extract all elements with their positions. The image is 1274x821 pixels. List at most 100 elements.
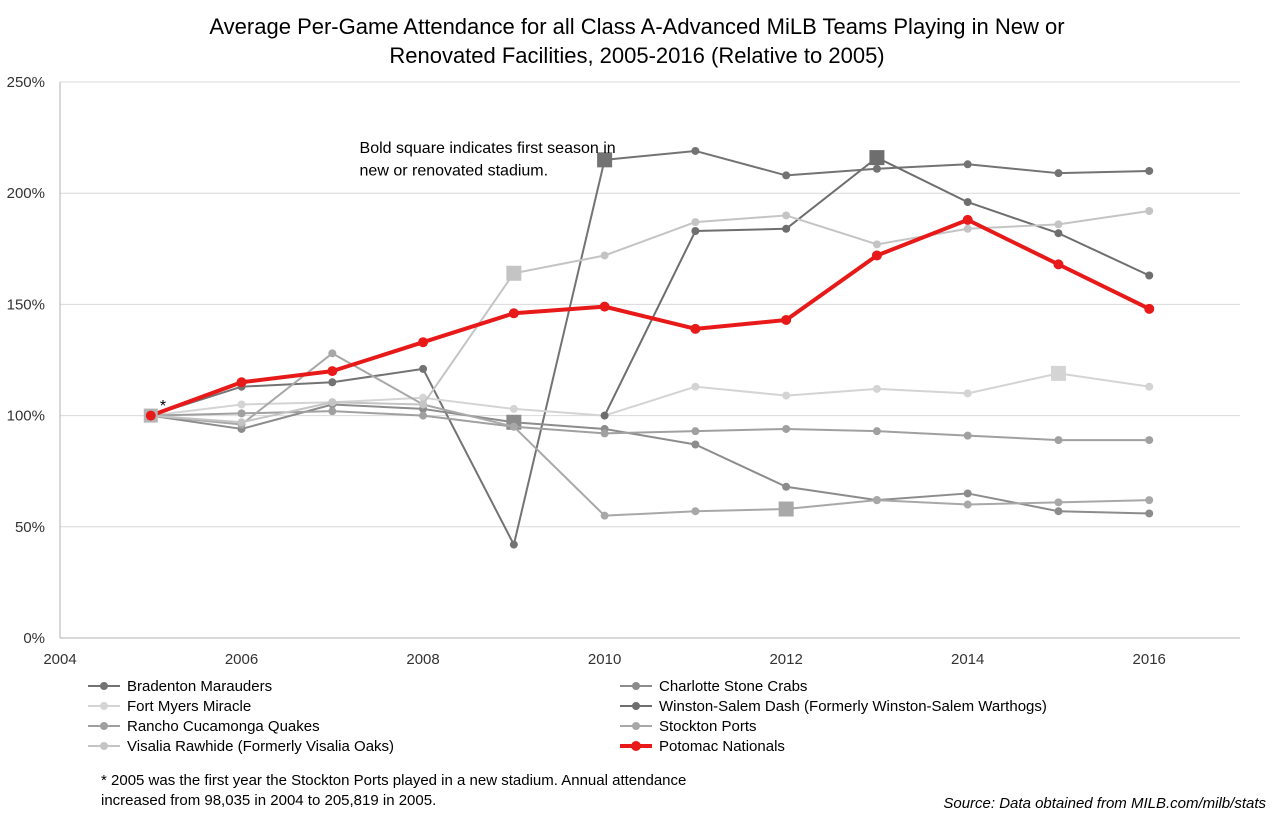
data-point [782, 391, 791, 400]
data-point [1054, 220, 1063, 229]
chart-title: Average Per-Game Attendance for all Clas… [209, 14, 1065, 68]
data-point [509, 540, 518, 549]
series-line [150, 410, 1150, 442]
legend-marker [632, 702, 640, 710]
series-3 [600, 150, 1154, 420]
data-point [691, 227, 700, 236]
data-point [1145, 271, 1154, 280]
data-point [963, 500, 972, 509]
y-tick-label: 200% [7, 185, 45, 202]
x-tick-label: 2012 [769, 651, 802, 668]
series-0 [146, 146, 1154, 549]
legend-item: Fort Myers Miracle [88, 698, 251, 715]
legend-label: Potomac Nationals [659, 738, 785, 755]
data-point [872, 164, 881, 173]
data-point [328, 398, 337, 407]
data-point [1054, 169, 1063, 178]
y-tick-label: 100% [7, 408, 45, 425]
data-point [418, 337, 429, 348]
legend-item: Charlotte Stone Crabs [620, 678, 807, 695]
legend-marker [100, 702, 108, 710]
data-point [600, 251, 609, 260]
data-point [508, 308, 519, 319]
data-point [145, 410, 156, 421]
data-point [1145, 166, 1154, 175]
legend-label: Fort Myers Miracle [127, 698, 251, 715]
data-point [509, 404, 518, 413]
legend-label: Bradenton Marauders [127, 678, 272, 695]
data-point [509, 422, 518, 431]
new-stadium-marker [597, 152, 613, 168]
data-point [782, 424, 791, 433]
x-tick-label: 2004 [43, 651, 76, 668]
data-point [782, 211, 791, 220]
new-stadium-marker [1050, 365, 1066, 381]
data-point [963, 489, 972, 498]
x-tick-label: 2014 [951, 651, 984, 668]
data-point [1053, 259, 1064, 270]
annotation: * [160, 398, 166, 415]
legend-item: Winston-Salem Dash (Formerly Winston-Sal… [620, 698, 1047, 715]
x-tick-label: 2010 [588, 651, 621, 668]
series-line [150, 352, 1150, 517]
data-point [963, 198, 972, 207]
series-line [603, 156, 1150, 417]
data-point [1054, 498, 1063, 507]
footnote-line-1: * 2005 was the first year the Stockton P… [101, 772, 687, 789]
legend-label: Rancho Cucamonga Quakes [127, 718, 320, 735]
data-point [782, 224, 791, 233]
new-stadium-marker [778, 501, 794, 517]
y-tick-label: 50% [15, 519, 45, 536]
series-line [150, 217, 1151, 418]
data-point [1145, 509, 1154, 518]
legend-item: Potomac Nationals [620, 738, 785, 755]
data-point [1145, 436, 1154, 445]
legend-label: Winston-Salem Dash (Formerly Winston-Sal… [659, 698, 1047, 715]
data-point [691, 146, 700, 155]
legend-label: Visalia Rawhide (Formerly Visalia Oaks) [127, 738, 394, 755]
annotation: Bold square indicates first season in [360, 140, 616, 157]
data-point [691, 507, 700, 516]
footnote-line-2: increased from 98,035 in 2004 to 205,819… [101, 792, 437, 809]
data-point [600, 511, 609, 520]
series-1 [146, 400, 1154, 518]
data-point [237, 418, 246, 427]
data-point [1144, 303, 1155, 314]
data-point [691, 382, 700, 391]
legend-marker [100, 682, 108, 690]
data-point [1145, 496, 1154, 505]
series-line [150, 149, 1150, 546]
data-point [871, 250, 882, 261]
data-point [419, 400, 428, 409]
new-stadium-marker [506, 265, 522, 281]
annotation: new or renovated stadium. [360, 162, 549, 179]
data-point [1145, 206, 1154, 215]
legend-marker [632, 682, 640, 690]
footnote: * 2005 was the first year the Stockton P… [101, 771, 801, 811]
legend-marker [631, 741, 641, 751]
data-point [1054, 436, 1063, 445]
data-point [872, 384, 881, 393]
y-tick-label: 250% [7, 74, 45, 91]
y-tick-label: 0% [23, 630, 45, 647]
legend-label: Stockton Ports [659, 718, 757, 735]
data-point [236, 377, 247, 388]
data-point [600, 429, 609, 438]
legend-item: Rancho Cucamonga Quakes [88, 718, 320, 735]
x-tick-label: 2008 [406, 651, 439, 668]
data-point [237, 400, 246, 409]
data-point [782, 171, 791, 180]
series-4 [146, 407, 1154, 445]
data-point [963, 431, 972, 440]
data-point [327, 366, 338, 377]
data-point [691, 218, 700, 227]
data-point [782, 482, 791, 491]
data-point [1054, 229, 1063, 238]
legend-marker [100, 722, 108, 730]
data-point [691, 427, 700, 436]
data-point [1145, 382, 1154, 391]
x-tick-label: 2016 [1133, 651, 1166, 668]
data-point [328, 407, 337, 416]
legend-item: Visalia Rawhide (Formerly Visalia Oaks) [88, 738, 394, 755]
